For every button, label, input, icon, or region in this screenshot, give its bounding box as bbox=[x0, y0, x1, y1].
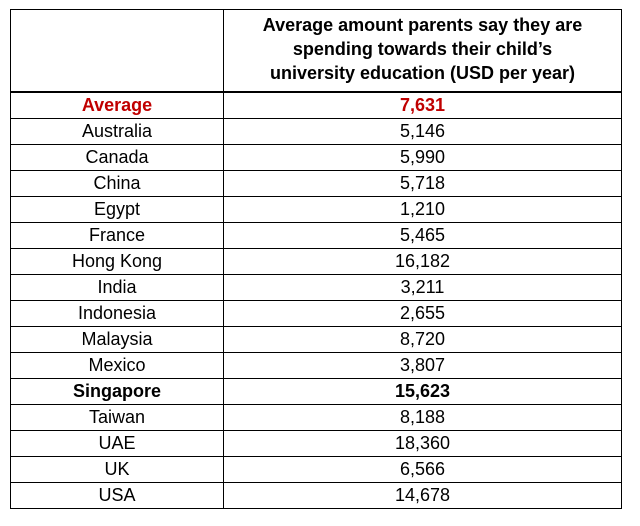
table-row: Average 7,631 bbox=[10, 91, 622, 119]
country-cell: Canada bbox=[10, 144, 224, 171]
table-body: Average 7,631 Australia 5,146 Canada 5,990 Chi… bbox=[10, 91, 622, 509]
country-cell: Average bbox=[10, 91, 224, 119]
table-row: Taiwan 8,188 bbox=[10, 404, 622, 431]
header-cell: Average amount parents say they are spen… bbox=[223, 9, 622, 93]
country-cell: Indonesia bbox=[10, 300, 224, 327]
country-cell: Malaysia bbox=[10, 326, 224, 353]
country-cell: USA bbox=[10, 482, 224, 509]
amount-cell: 8,720 bbox=[223, 326, 622, 353]
table-row: Singapore 15,623 bbox=[10, 378, 622, 405]
table-row: Egypt 1,210 bbox=[10, 196, 622, 223]
amount-cell: 5,146 bbox=[223, 118, 622, 145]
amount-cell: 3,211 bbox=[223, 274, 622, 301]
table-row: Malaysia 8,720 bbox=[10, 326, 622, 353]
header-line: Average amount parents say they are bbox=[262, 15, 583, 35]
country-cell: Hong Kong bbox=[10, 248, 224, 275]
country-cell: India bbox=[10, 274, 224, 301]
data-table: Average amount parents say they are spen… bbox=[10, 9, 622, 509]
amount-cell: 2,655 bbox=[223, 300, 622, 327]
table-row: Indonesia 2,655 bbox=[10, 300, 622, 327]
table-row: Canada 5,990 bbox=[10, 144, 622, 171]
table-row: France 5,465 bbox=[10, 222, 622, 249]
table-row: Australia 5,146 bbox=[10, 118, 622, 145]
country-cell: UAE bbox=[10, 430, 224, 457]
country-cell: France bbox=[10, 222, 224, 249]
amount-cell: 5,465 bbox=[223, 222, 622, 249]
country-cell: Egypt bbox=[10, 196, 224, 223]
amount-cell: 14,678 bbox=[223, 482, 622, 509]
amount-cell: 8,188 bbox=[223, 404, 622, 431]
table-row: China 5,718 bbox=[10, 170, 622, 197]
country-cell: Mexico bbox=[10, 352, 224, 379]
table-row: USA 14,678 bbox=[10, 482, 622, 509]
table-row: UK 6,566 bbox=[10, 456, 622, 483]
header-row: Average amount parents say they are spen… bbox=[10, 9, 622, 93]
country-cell: UK bbox=[10, 456, 224, 483]
table-row: India 3,211 bbox=[10, 274, 622, 301]
header-line: spending towards their child’s bbox=[292, 39, 553, 59]
amount-cell: 18,360 bbox=[223, 430, 622, 457]
amount-cell: 3,807 bbox=[223, 352, 622, 379]
header-empty bbox=[10, 9, 224, 93]
country-cell: China bbox=[10, 170, 224, 197]
amount-cell: 7,631 bbox=[223, 91, 622, 119]
table-row: UAE 18,360 bbox=[10, 430, 622, 457]
amount-cell: 16,182 bbox=[223, 248, 622, 275]
header-line: university education (USD per year) bbox=[269, 63, 576, 83]
amount-cell: 5,990 bbox=[223, 144, 622, 171]
country-cell: Taiwan bbox=[10, 404, 224, 431]
country-cell: Australia bbox=[10, 118, 224, 145]
country-cell: Singapore bbox=[10, 378, 224, 405]
amount-cell: 5,718 bbox=[223, 170, 622, 197]
amount-cell: 6,566 bbox=[223, 456, 622, 483]
table-row: Mexico 3,807 bbox=[10, 352, 622, 379]
amount-cell: 1,210 bbox=[223, 196, 622, 223]
table-row: Hong Kong 16,182 bbox=[10, 248, 622, 275]
amount-cell: 15,623 bbox=[223, 378, 622, 405]
